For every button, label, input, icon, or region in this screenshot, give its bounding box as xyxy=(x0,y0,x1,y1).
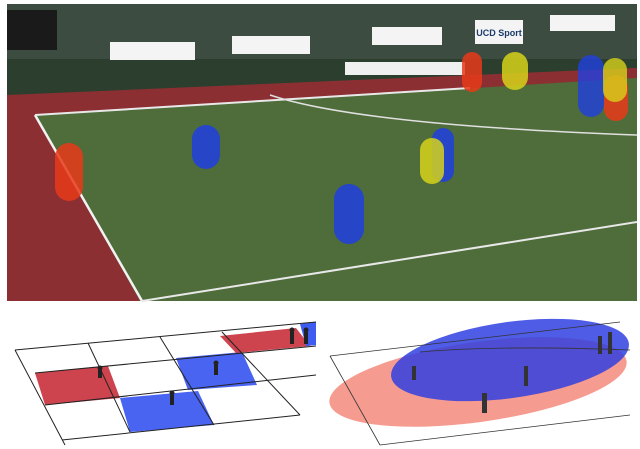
video-frame: UCD Sport xyxy=(7,4,638,302)
blue-player-marker xyxy=(578,55,604,117)
blue-player-marker xyxy=(192,125,220,169)
grid-lines xyxy=(14,321,317,446)
ad-banner xyxy=(345,62,465,75)
red-cell xyxy=(220,328,310,353)
stands xyxy=(7,4,637,59)
players xyxy=(412,332,612,413)
blue-ellipse xyxy=(391,318,629,402)
red-player-marker xyxy=(55,143,83,201)
pitch xyxy=(35,78,637,301)
players xyxy=(97,327,309,405)
yellow-player-marker xyxy=(420,138,444,184)
yellow-player-marker xyxy=(502,52,528,90)
blue-cell xyxy=(120,391,214,432)
blue-player-marker xyxy=(334,184,364,244)
ad-banner xyxy=(475,20,523,44)
banner-text: UCD Sport xyxy=(476,28,522,38)
circle-line xyxy=(269,94,638,136)
yellow-player-marker xyxy=(603,58,627,102)
front-line xyxy=(141,221,638,302)
ad-banner xyxy=(110,42,195,60)
scoreboard xyxy=(7,10,57,50)
ad-banner xyxy=(372,27,442,45)
ad-banner xyxy=(232,36,310,54)
occupancy-grid xyxy=(14,321,317,446)
team-ellipses xyxy=(329,318,631,446)
side-line xyxy=(33,114,144,302)
ad-banner xyxy=(550,15,615,31)
back-line xyxy=(34,87,471,116)
red-player-marker xyxy=(462,52,482,92)
